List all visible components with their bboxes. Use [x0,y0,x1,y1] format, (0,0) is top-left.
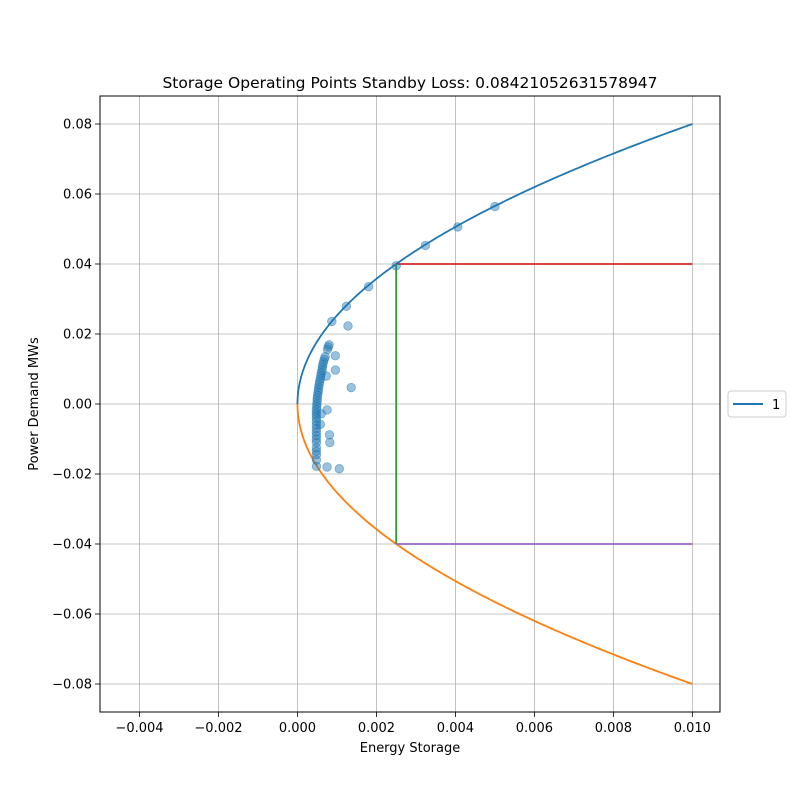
operating-point [341,301,352,312]
grid [100,96,720,712]
x-tick-label: 0.004 [437,721,474,736]
y-tick-label: −0.04 [52,538,92,553]
chart-title: Storage Operating Points Standby Loss: 0… [162,74,657,92]
operating-point [315,419,326,430]
operating-point [325,437,335,448]
operating-point [363,282,374,292]
operating-point [330,351,341,361]
operating-point [327,316,337,327]
y-tick-label: −0.08 [52,678,92,693]
legend: 1 [727,390,787,418]
y-tick-label: −0.02 [52,468,92,483]
y-axis-ticks: −0.08 −0.06 −0.04 −0.02 0.00 0.02 0.04 0.06 0.08 [52,118,100,693]
operating-point [322,462,332,472]
operating-point [490,201,500,212]
x-tick-label: 0.000 [279,721,316,736]
operating-point [420,240,431,251]
y-tick-label: −0.06 [52,608,92,623]
x-axis-ticks: −0.004 −0.002 0.000 0.002 0.004 0.006 0.008 0.0… [115,712,711,736]
x-tick-label: −0.002 [194,721,242,736]
operating-point [321,371,331,381]
operating-point [311,430,322,441]
operating-point [311,443,322,453]
operating-point [346,382,356,393]
legend-label: 1 [772,398,780,413]
operating-point [343,321,353,331]
y-tick-label: 0.02 [63,328,92,343]
y-tick-label: 0.00 [63,398,92,413]
x-tick-label: 0.006 [516,721,553,736]
operating-point [330,365,341,375]
x-tick-label: 0.002 [358,721,395,736]
x-tick-label: 0.010 [674,721,711,736]
operating-point [391,261,401,271]
operating-point [316,409,326,419]
y-tick-label: 0.04 [63,258,92,273]
y-tick-label: 0.08 [63,118,92,133]
y-axis-label: Power Demand MWs [27,337,42,471]
operating-point [311,427,322,437]
curves [296,123,693,685]
x-tick-label: 0.008 [595,721,632,736]
operating-points [311,201,500,474]
operating-point [322,344,333,355]
x-tick-label: −0.004 [115,721,163,736]
operating-point [453,222,463,232]
operating-point [311,450,322,460]
operating-point [324,430,335,440]
y-tick-label: 0.06 [63,188,92,203]
operating-point [311,461,322,472]
operating-point [334,464,345,474]
x-axis-label: Energy Storage [360,741,461,756]
